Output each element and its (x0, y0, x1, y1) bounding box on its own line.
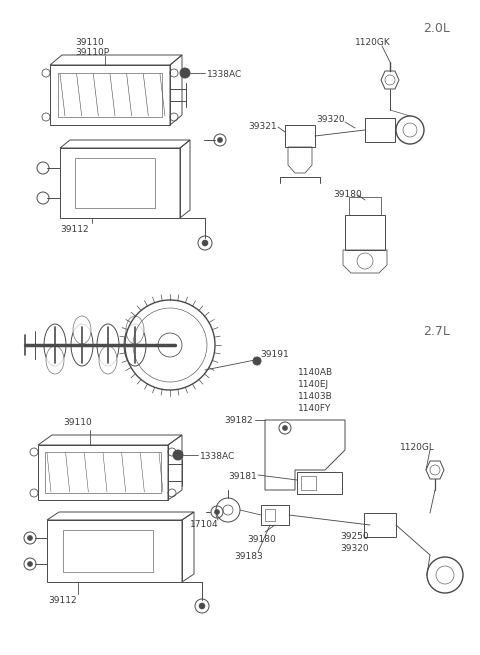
Text: 39321: 39321 (248, 122, 276, 131)
Text: 39110: 39110 (75, 38, 104, 47)
Bar (345, 215, 385, 250)
Circle shape (217, 138, 223, 143)
Ellipse shape (97, 324, 119, 366)
Text: 2.7L: 2.7L (423, 325, 450, 338)
Ellipse shape (44, 324, 66, 366)
Ellipse shape (126, 316, 144, 344)
Circle shape (173, 450, 183, 460)
Text: 39110P: 39110P (75, 48, 109, 57)
Bar (265, 509, 275, 521)
Bar (58, 73, 162, 117)
Bar (364, 513, 396, 537)
Circle shape (199, 603, 205, 609)
Text: 39110: 39110 (63, 418, 92, 427)
Bar (301, 476, 316, 490)
Text: 39112: 39112 (48, 596, 77, 605)
Circle shape (27, 561, 33, 567)
Text: 1140AB: 1140AB (298, 368, 333, 377)
Text: 39182: 39182 (224, 416, 252, 425)
Text: 11403B: 11403B (298, 392, 333, 401)
Text: 39180: 39180 (247, 535, 276, 544)
Text: 39320: 39320 (340, 544, 369, 553)
Text: 39191: 39191 (260, 350, 289, 359)
Circle shape (283, 426, 288, 430)
Circle shape (180, 68, 190, 78)
Ellipse shape (71, 324, 93, 366)
Text: 17104: 17104 (190, 520, 218, 529)
Text: 1120GL: 1120GL (400, 443, 435, 452)
Text: 39183: 39183 (234, 552, 263, 561)
Text: 39181: 39181 (228, 472, 257, 481)
Text: 1120GK: 1120GK (355, 38, 391, 47)
Text: 1338AC: 1338AC (200, 452, 235, 461)
Bar (261, 505, 289, 525)
Text: 1338AC: 1338AC (207, 70, 242, 79)
Text: 1140EJ: 1140EJ (298, 380, 329, 389)
Text: 39112: 39112 (60, 225, 89, 234)
Text: 39320: 39320 (316, 115, 345, 124)
Ellipse shape (46, 346, 64, 374)
Text: 1140FY: 1140FY (298, 404, 331, 413)
Bar (349, 197, 381, 215)
Ellipse shape (124, 324, 146, 366)
Circle shape (202, 240, 208, 246)
Bar (45, 452, 161, 493)
Text: 2.0L: 2.0L (423, 22, 450, 35)
Bar (75, 158, 155, 208)
Bar (285, 125, 315, 147)
Bar (63, 530, 153, 572)
Ellipse shape (99, 346, 117, 374)
Bar (365, 118, 395, 142)
Ellipse shape (73, 316, 91, 344)
Bar (297, 472, 342, 494)
Text: 39250: 39250 (340, 532, 369, 541)
Text: 39180: 39180 (333, 190, 362, 199)
Circle shape (27, 536, 33, 540)
Circle shape (253, 357, 261, 365)
Circle shape (215, 510, 219, 514)
